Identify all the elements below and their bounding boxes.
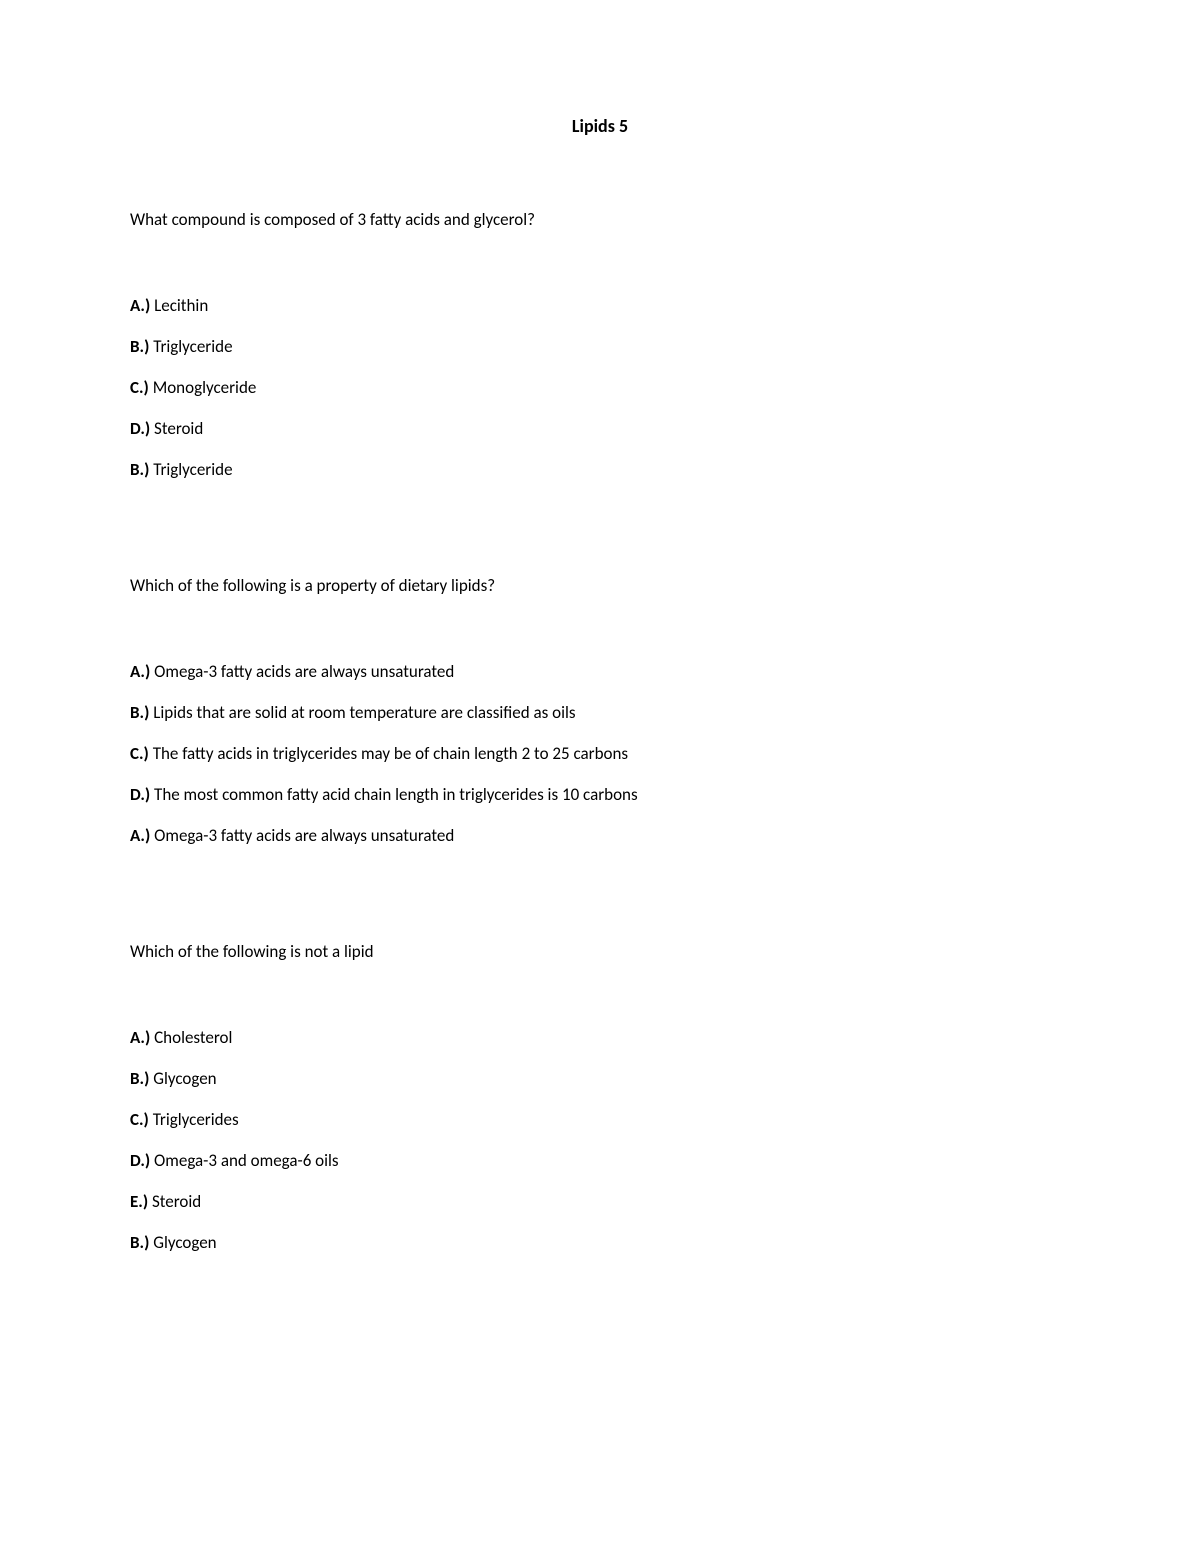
option-text: Glycogen	[153, 1068, 216, 1089]
option-text: Omega-3 fatty acids are always unsaturat…	[154, 661, 454, 682]
question-option: D.) Omega-3 and omega-6 oils	[130, 1150, 1070, 1171]
option-text: Lecithin	[154, 295, 208, 316]
option-text: The fatty acids in triglycerides may be …	[153, 743, 628, 764]
option-text: Cholesterol	[154, 1027, 232, 1048]
question-option: B.) Glycogen	[130, 1232, 1070, 1253]
page-title: Lipids 5	[130, 115, 1070, 137]
option-text: The most common fatty acid chain length …	[154, 784, 638, 805]
option-label: B.)	[130, 1232, 149, 1253]
option-label: B.)	[130, 459, 149, 480]
question-option: A.) Omega-3 fatty acids are always unsat…	[130, 825, 1070, 846]
question-option: A.) Cholesterol	[130, 1027, 1070, 1048]
option-text: Triglyceride	[153, 459, 232, 480]
question-option: C.) The fatty acids in triglycerides may…	[130, 743, 1070, 764]
option-text: Glycogen	[153, 1232, 216, 1253]
question-text: Which of the following is not a lipid	[130, 941, 1070, 962]
option-label: B.)	[130, 336, 149, 357]
option-label: E.)	[130, 1191, 148, 1212]
question-option: B.) Lipids that are solid at room temper…	[130, 702, 1070, 723]
option-label: A.)	[130, 295, 150, 316]
option-text: Steroid	[152, 1191, 201, 1212]
option-text: Steroid	[154, 418, 203, 439]
question-option: C.) Triglycerides	[130, 1109, 1070, 1130]
question-option: A.) Lecithin	[130, 295, 1070, 316]
option-label: A.)	[130, 661, 150, 682]
option-label: B.)	[130, 1068, 149, 1089]
option-label: C.)	[130, 1109, 149, 1130]
option-label: A.)	[130, 1027, 150, 1048]
option-label: D.)	[130, 784, 150, 805]
question-block-1: What compound is composed of 3 fatty aci…	[130, 209, 1070, 480]
question-option: E.) Steroid	[130, 1191, 1070, 1212]
option-text: Omega-3 and omega-6 oils	[154, 1150, 339, 1171]
option-label: C.)	[130, 377, 149, 398]
question-option: D.) Steroid	[130, 418, 1070, 439]
question-option: D.) The most common fatty acid chain len…	[130, 784, 1070, 805]
question-option: B.) Glycogen	[130, 1068, 1070, 1089]
question-option: A.) Omega-3 fatty acids are always unsat…	[130, 661, 1070, 682]
question-block-2: Which of the following is a property of …	[130, 575, 1070, 846]
option-label: D.)	[130, 1150, 150, 1171]
question-option: C.) Monoglyceride	[130, 377, 1070, 398]
option-text: Triglyceride	[153, 336, 232, 357]
question-block-3: Which of the following is not a lipid A.…	[130, 941, 1070, 1253]
question-option: B.) Triglyceride	[130, 459, 1070, 480]
option-text: Monoglyceride	[153, 377, 257, 398]
question-option: B.) Triglyceride	[130, 336, 1070, 357]
option-label: D.)	[130, 418, 150, 439]
option-text: Omega-3 fatty acids are always unsaturat…	[154, 825, 454, 846]
option-text: Triglycerides	[153, 1109, 239, 1130]
option-text: Lipids that are solid at room temperatur…	[153, 702, 575, 723]
option-label: A.)	[130, 825, 150, 846]
question-text: What compound is composed of 3 fatty aci…	[130, 209, 1070, 230]
option-label: B.)	[130, 702, 149, 723]
question-text: Which of the following is a property of …	[130, 575, 1070, 596]
option-label: C.)	[130, 743, 149, 764]
